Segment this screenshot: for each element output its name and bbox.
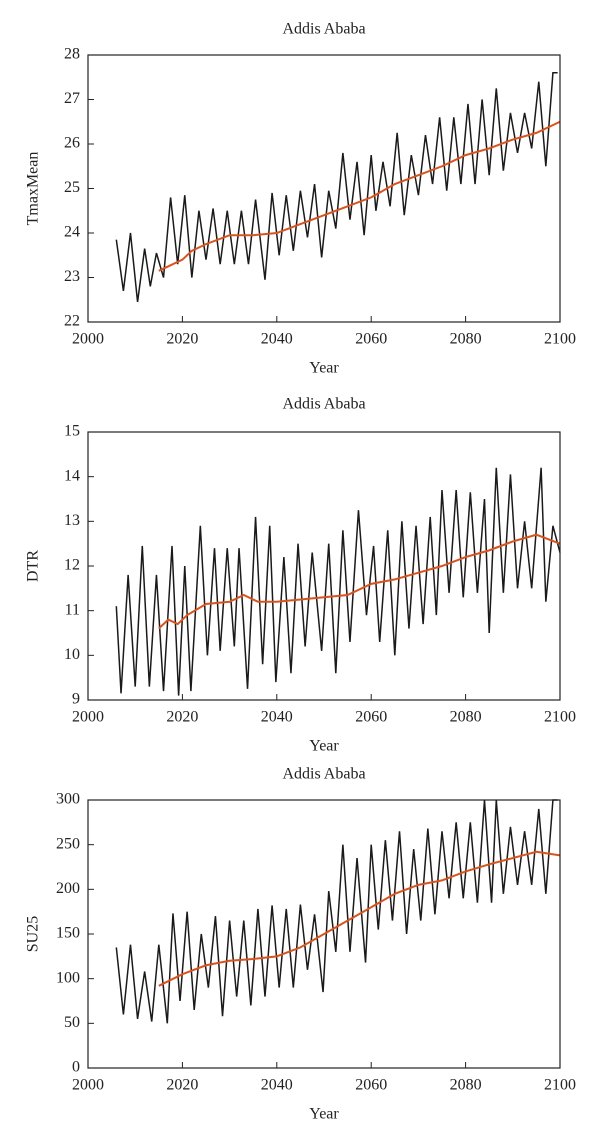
plot-frame	[87, 799, 561, 1069]
x-tick-label: 2100	[544, 709, 576, 726]
y-tick-label: 23	[64, 268, 80, 285]
chart-title: Addis Ababa	[282, 396, 365, 413]
x-tick-label: 2000	[72, 331, 104, 348]
data-line	[158, 120, 561, 272]
data-line	[158, 533, 561, 630]
y-tick-label: 9	[72, 691, 80, 708]
data-line	[115, 467, 561, 696]
x-tick-label: 2040	[261, 331, 293, 348]
y-tick-label: 28	[64, 46, 80, 63]
x-tick-label: 2040	[261, 1077, 293, 1094]
x-tick-label: 2100	[544, 1077, 576, 1094]
y-tick-label: 0	[72, 1059, 80, 1076]
plot-frame	[87, 54, 561, 323]
y-axis-label: TmaxMean	[25, 152, 42, 226]
y-axis-label: DTR	[25, 550, 42, 582]
y-tick-label: 50	[64, 1014, 80, 1031]
y-tick-label: 24	[64, 224, 80, 241]
y-tick-label: 100	[56, 969, 80, 986]
x-tick-label: 2080	[450, 1077, 482, 1094]
x-tick-label: 2080	[450, 331, 482, 348]
chart-title: Addis Ababa	[282, 766, 365, 783]
x-tick-label: 2020	[166, 331, 198, 348]
y-tick-label: 300	[56, 791, 80, 808]
y-tick-label: 14	[64, 467, 80, 484]
x-tick-label: 2020	[166, 709, 198, 726]
x-axis-label: Year	[309, 738, 339, 755]
y-tick-label: 13	[64, 512, 80, 529]
chart-title: Addis Ababa	[282, 21, 365, 38]
data-line	[158, 850, 561, 987]
x-tick-label: 2000	[72, 1077, 104, 1094]
x-tick-label: 2100	[544, 331, 576, 348]
x-tick-label: 2060	[355, 709, 387, 726]
y-tick-label: 25	[64, 179, 80, 196]
data-line	[115, 799, 558, 1024]
x-tick-label: 2000	[72, 709, 104, 726]
y-axis-label: SU25	[25, 916, 42, 952]
x-tick-label: 2060	[355, 1077, 387, 1094]
x-tick-label: 2080	[450, 709, 482, 726]
y-tick-label: 26	[64, 135, 80, 152]
y-tick-label: 11	[65, 601, 80, 618]
y-tick-label: 27	[64, 90, 80, 107]
x-tick-label: 2020	[166, 1077, 198, 1094]
y-tick-label: 150	[56, 925, 80, 942]
y-tick-label: 10	[64, 646, 80, 663]
y-tick-label: 200	[56, 880, 80, 897]
data-line	[115, 72, 558, 303]
x-tick-label: 2060	[355, 331, 387, 348]
y-tick-label: 250	[56, 835, 80, 852]
y-tick-label: 22	[64, 313, 80, 330]
x-axis-label: Year	[309, 360, 339, 377]
x-axis-label: Year	[309, 1106, 339, 1123]
x-tick-label: 2040	[261, 709, 293, 726]
y-tick-label: 12	[64, 557, 80, 574]
plot-frame	[87, 431, 561, 701]
y-tick-label: 15	[64, 423, 80, 440]
